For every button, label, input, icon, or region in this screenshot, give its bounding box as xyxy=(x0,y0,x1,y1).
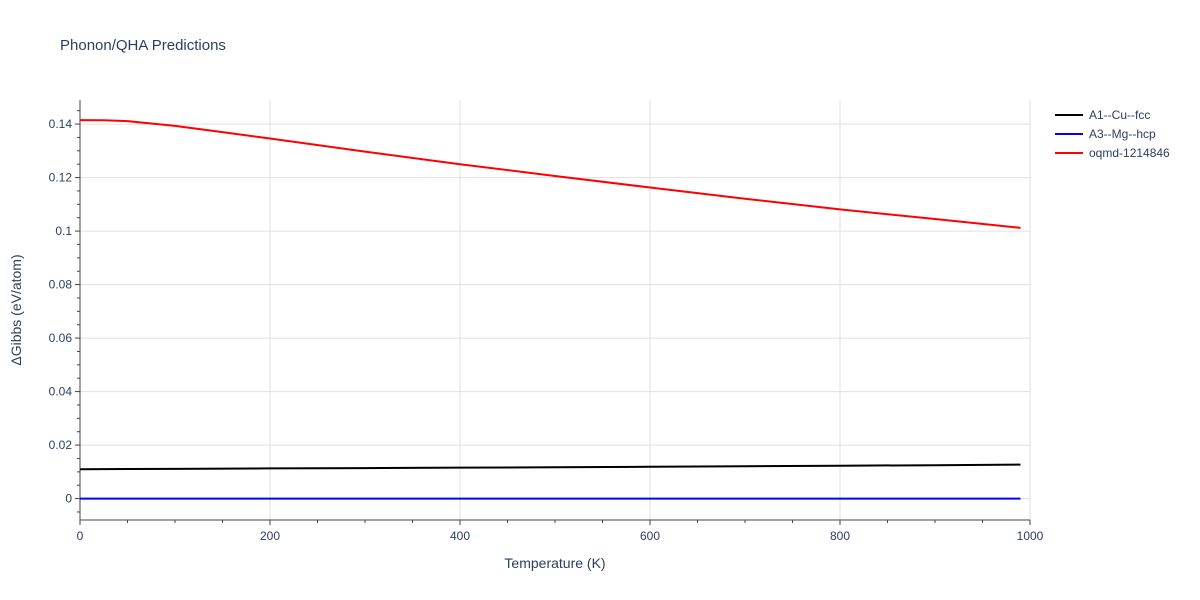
legend[interactable]: A1--Cu--fcc A3--Mg--hcp oqmd-1214846 xyxy=(1055,108,1170,160)
legend-item-A3--Mg--hcp[interactable]: A3--Mg--hcp xyxy=(1055,127,1156,141)
grid xyxy=(80,100,1031,520)
y-axis-title: ΔGibbs (eV/atom) xyxy=(8,254,24,365)
x-axis-title: Temperature (K) xyxy=(504,555,605,571)
legend-label: oqmd-1214846 xyxy=(1089,146,1170,160)
series-lines xyxy=(79,119,1021,500)
y-tick-label: 0.14 xyxy=(49,117,73,131)
y-tick-label: 0.04 xyxy=(49,385,73,399)
legend-label: A3--Mg--hcp xyxy=(1089,127,1156,141)
x-tick-label: 400 xyxy=(450,529,470,543)
series-line-A1--Cu--fcc xyxy=(79,463,1021,471)
legend-label: A1--Cu--fcc xyxy=(1089,108,1150,122)
y-tick-label: 0 xyxy=(65,492,72,506)
x-tick-label: 1000 xyxy=(1017,529,1044,543)
y-tick-label: 0.1 xyxy=(55,224,72,238)
y-tick-label: 0.06 xyxy=(49,331,73,345)
x-tick-label: 600 xyxy=(640,529,660,543)
y-tick-label: 0.12 xyxy=(49,171,73,185)
x-tick-label: 200 xyxy=(260,529,280,543)
legend-item-oqmd-1214846[interactable]: oqmd-1214846 xyxy=(1055,146,1170,160)
legend-item-A1--Cu--fcc[interactable]: A1--Cu--fcc xyxy=(1055,108,1150,122)
x-tick-label: 0 xyxy=(77,529,84,543)
y-tick-label: 0.02 xyxy=(49,438,73,452)
series-line-oqmd-1214846 xyxy=(79,119,1021,229)
axes: 0 0.02 0.04 0.06 0.08 0.1 0.12 0.14 0 200 400 600 80… xyxy=(49,100,1044,543)
x-tick-label: 800 xyxy=(830,529,850,543)
y-tick-label: 0.08 xyxy=(49,278,73,292)
chart-title: Phonon/QHA Predictions xyxy=(60,37,226,54)
